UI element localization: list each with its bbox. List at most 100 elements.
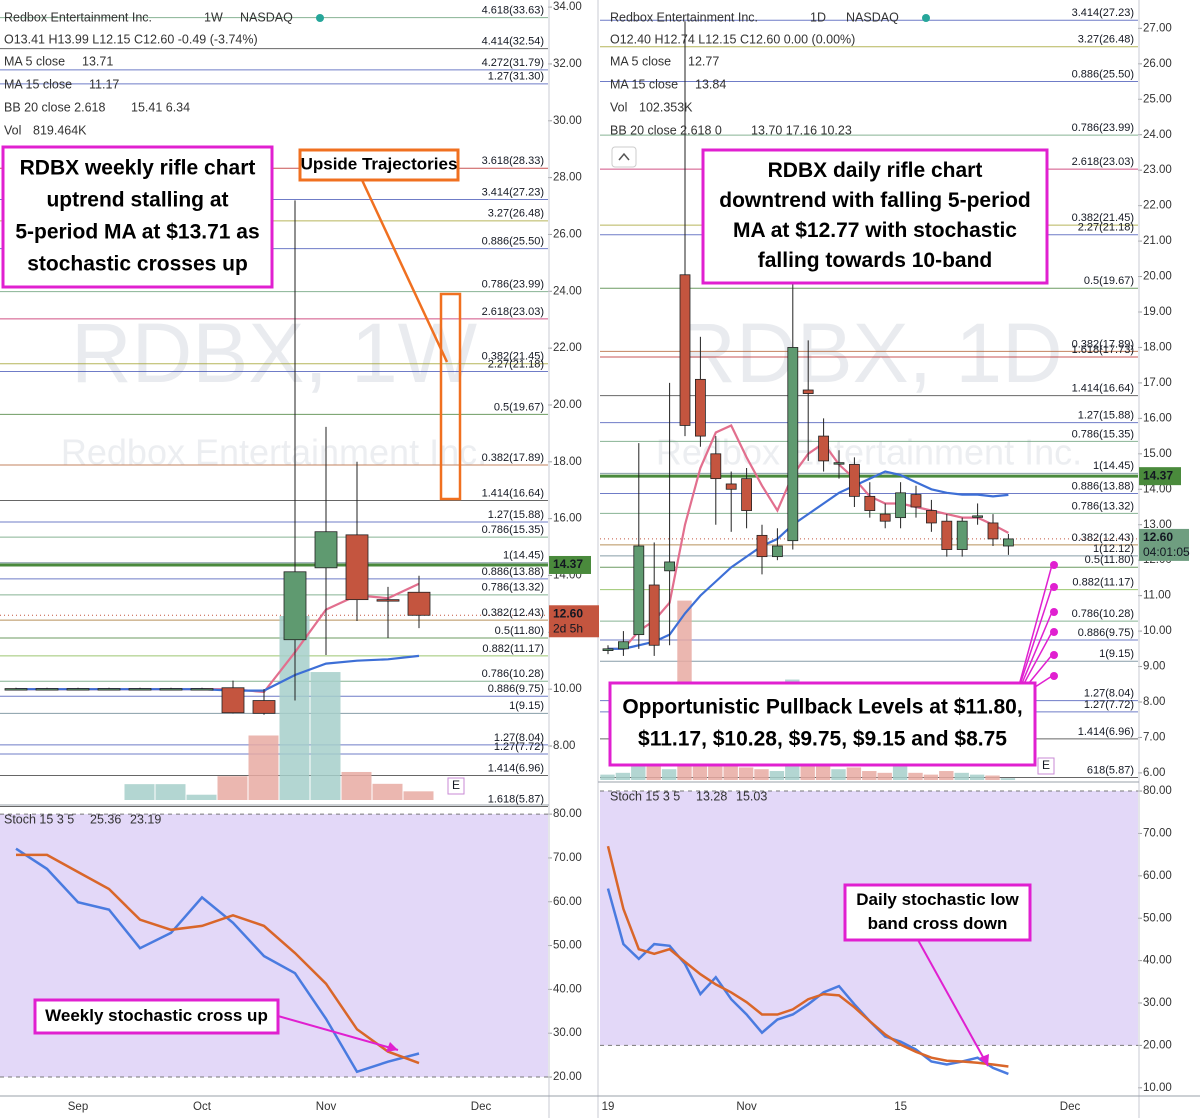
- candle-body: [221, 687, 245, 714]
- y-tick-label: 22.00: [553, 342, 582, 354]
- y-tick-label: 20.00: [1143, 1039, 1172, 1051]
- fib-label: 0.786(23.99): [1072, 122, 1134, 134]
- y-tick-label: 7.00: [1143, 731, 1165, 743]
- annotation-text: $11.17, $10.28, $9.75, $9.15 and $8.75: [638, 728, 1007, 751]
- stoch-value: 25.36: [90, 812, 121, 826]
- candle-body: [664, 561, 675, 572]
- fib-label: 2.27(21.18): [488, 358, 544, 370]
- volume-bar: [862, 771, 877, 780]
- volume-bar: [754, 769, 769, 780]
- y-tick-label: 11.00: [1143, 590, 1171, 602]
- volume-bar: [403, 791, 434, 800]
- arrow-head: [979, 1054, 989, 1066]
- collapse-button[interactable]: [611, 146, 637, 168]
- ma-line: [608, 470, 1009, 650]
- annotation-text: Daily stochastic low: [856, 890, 1019, 909]
- fib-label: 1(14.45): [1093, 460, 1134, 472]
- annotation-text: downtrend with falling 5-period: [719, 189, 1030, 212]
- y-tick-label: 60.00: [1143, 870, 1172, 882]
- indicator-name: MA 5 close: [4, 54, 65, 68]
- volume-bar: [600, 774, 615, 780]
- volume-bar: [310, 672, 341, 800]
- volume-bar: [1000, 778, 1016, 780]
- indicator-value: 11.17: [89, 77, 119, 91]
- arrow: [360, 179, 449, 363]
- y-tick-label: 20.00: [553, 1071, 582, 1083]
- fib-label: 1.414(16.64): [1072, 383, 1134, 395]
- interval: 1W: [204, 10, 223, 24]
- arrow-head: [386, 1042, 398, 1052]
- y-tick-label: 80.00: [1143, 785, 1172, 797]
- fib-label: 4.618(33.63): [482, 5, 544, 17]
- y-tick-label: 60.00: [553, 896, 582, 908]
- y-tick-label: 13.00: [1143, 519, 1172, 531]
- annotation-text: uptrend stalling at: [46, 189, 228, 212]
- annotation-text: MA at $12.77 with stochastic: [733, 219, 1017, 242]
- volume-bar: [846, 767, 862, 780]
- volume-bar: [985, 775, 1000, 780]
- candle-body: [910, 494, 922, 508]
- y-tick-label: 34.00: [553, 1, 582, 13]
- fib-label: 1.414(16.64): [482, 487, 544, 499]
- trajectory-box: [439, 292, 462, 501]
- indicator-name: MA 15 close: [4, 77, 72, 91]
- candle-body: [772, 545, 783, 558]
- y-tick-label: 18.00: [553, 456, 582, 468]
- y-tick-label: 15.00: [1143, 448, 1172, 460]
- volume-bar: [155, 784, 186, 800]
- volume-bar: [217, 776, 248, 800]
- y-tick-label: 22.00: [1143, 200, 1172, 212]
- volume-bar: [646, 765, 661, 780]
- annotation-box: [843, 883, 1032, 942]
- candle-body: [252, 700, 276, 714]
- fib-label: 0.5(11.80): [1085, 554, 1134, 566]
- indicator-name: BB 20 close 2.618 0: [610, 123, 722, 137]
- candle-body: [741, 478, 752, 511]
- watermark-subtitle: Redbox Entertainment Inc.: [656, 432, 1082, 473]
- y-tick-label: 17.00: [1143, 377, 1172, 389]
- y-tick-label: 10.00: [1143, 1082, 1172, 1094]
- fib-label: 1.27(15.88): [488, 509, 544, 521]
- fib-label: 618(5.87): [1087, 764, 1134, 776]
- candle-body: [972, 515, 983, 518]
- volume-bar: [186, 794, 217, 800]
- stoch-value: 13.28: [696, 789, 727, 803]
- y-tick-label: 50.00: [553, 940, 582, 952]
- annotation-text: RDBX daily rifle chart: [768, 159, 983, 182]
- status-dot: [922, 14, 930, 22]
- exchange: NASDAQ: [846, 10, 899, 24]
- volume-bar: [723, 765, 738, 780]
- candle-body: [695, 378, 706, 437]
- price-badge: [549, 605, 599, 638]
- volume-bar: [372, 783, 403, 800]
- volume-bar: [831, 769, 846, 780]
- x-tick-label: Dec: [471, 1101, 492, 1113]
- fib-label: 3.414(27.23): [1072, 7, 1134, 19]
- fib-label: 2.618(23.03): [482, 306, 544, 318]
- candle-body: [987, 522, 999, 540]
- fib-label: 0.886(9.75): [1078, 627, 1134, 639]
- fib-label: 3.27(26.48): [1078, 34, 1134, 46]
- fib-label: 0.786(10.28): [482, 668, 544, 680]
- y-tick-label: 6.00: [1143, 767, 1165, 779]
- candle-body: [35, 688, 59, 691]
- y-tick-label: 30.00: [553, 1027, 582, 1039]
- fib-label: 0.5(11.80): [495, 625, 544, 637]
- y-tick-label: 20.00: [553, 399, 582, 411]
- y-tick-label: 14.00: [1143, 483, 1172, 495]
- candle-body: [1003, 538, 1014, 547]
- candle-body: [710, 453, 722, 480]
- earnings-icon: [1037, 757, 1055, 775]
- fib-label: 0.382(17.89): [1072, 338, 1134, 350]
- earnings-marker: E: [452, 778, 460, 792]
- y-tick-label: 8.00: [553, 740, 575, 752]
- watermark: RDBX, 1W: [71, 306, 477, 400]
- candle-body: [787, 347, 799, 542]
- volume-bar: [248, 735, 279, 800]
- candle-body: [66, 688, 90, 691]
- candle-body: [849, 464, 860, 497]
- annotation-text: stochastic crosses up: [27, 253, 248, 276]
- indicator-value: 13.70 17.16 10.23: [751, 123, 852, 137]
- fib-label: 0.886(13.88): [1072, 480, 1134, 492]
